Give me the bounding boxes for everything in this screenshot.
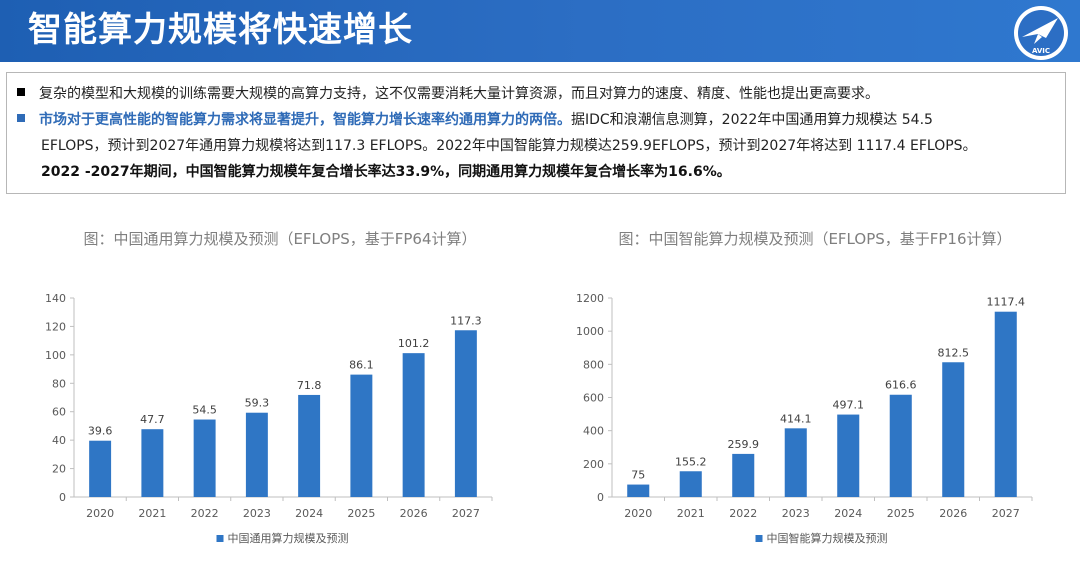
bar (245, 412, 268, 497)
summary-line-4: 2022 -2027年期间，中国智能算力规模年复合增长率达33.9%，同期通用算… (41, 164, 731, 180)
data-label: 259.9 (728, 438, 760, 451)
bar (679, 471, 702, 497)
y-tick-label: 0 (59, 491, 66, 504)
data-label: 616.6 (885, 379, 917, 392)
bar (298, 394, 321, 497)
summary-bullet-1: 复杂的模型和大规模的训练需要大规模的高算力支持，这不仅需要消耗大量计算资源，而且… (17, 81, 1057, 107)
bar (837, 414, 860, 497)
bar (994, 311, 1017, 497)
x-tick-label: 2025 (887, 507, 915, 520)
y-tick-label: 100 (45, 349, 66, 362)
summary-highlight: 市场对于更高性能的智能算力需求将显著提升，智能算力增长速率约通用算力的两倍。 (39, 112, 571, 128)
y-tick-label: 1000 (576, 325, 604, 338)
title-banner: 智能算力规模将快速增长 AVIC (0, 0, 1080, 62)
data-label: 497.1 (833, 399, 865, 412)
bar (193, 419, 216, 497)
x-tick-label: 2022 (191, 507, 219, 520)
bar (89, 440, 112, 497)
logo-text: AVIC (1032, 47, 1050, 55)
y-tick-label: 200 (583, 458, 604, 471)
y-tick-label: 120 (45, 320, 66, 333)
data-label: 117.3 (450, 314, 482, 327)
data-label: 812.5 (938, 346, 970, 359)
data-label: 54.5 (192, 404, 217, 417)
x-tick-label: 2020 (86, 507, 114, 520)
y-tick-label: 800 (583, 358, 604, 371)
square-bullet-icon (17, 88, 25, 96)
y-tick-label: 400 (583, 425, 604, 438)
summary-line-1: 复杂的模型和大规模的训练需要大规模的高算力支持，这不仅需要消耗大量计算资源，而且… (39, 86, 879, 102)
y-tick-label: 80 (52, 377, 66, 390)
x-tick-label: 2022 (729, 507, 757, 520)
general-compute-bar-chart: 0 20 40 60 80 100 120 140 39.6 2020 47.7 2021 54.5 20… (45, 292, 493, 545)
x-tick-label: 2026 (400, 507, 428, 520)
legend-swatch (755, 535, 763, 542)
data-label: 1117.4 (987, 296, 1026, 309)
x-tick-label: 2024 (834, 507, 862, 520)
x-tick-label: 2026 (939, 507, 967, 520)
y-tick-label: 140 (45, 292, 66, 305)
data-label: 59.3 (245, 397, 270, 410)
y-tick-label: 600 (583, 392, 604, 405)
y-tick-label: 60 (52, 406, 66, 419)
summary-bullet-2: 市场对于更高性能的智能算力需求将显著提升，智能算力增长速率约通用算力的两倍。据I… (17, 107, 1057, 133)
summary-line-3: EFLOPS，预计到2027年通用算力规模将达到117.3 EFLOPS。202… (41, 138, 977, 154)
x-tick-label: 2021 (677, 507, 705, 520)
data-label: 75 (631, 469, 645, 482)
x-tick-label: 2027 (452, 507, 480, 520)
bar (889, 394, 912, 497)
summary-line-2: 据IDC和浪潮信息测算，2022年中国通用算力规模达 54.5 (571, 112, 933, 128)
data-label: 39.6 (88, 425, 113, 438)
data-label: 71.8 (297, 379, 322, 392)
legend-label: 中国智能算力规模及预测 (767, 531, 888, 545)
intelligent-compute-bar-chart: 0 200 400 600 800 1000 1200 75 2020 155.2 2021 259.… (576, 292, 1033, 545)
x-tick-label: 2020 (624, 507, 652, 520)
y-tick-label: 20 (52, 463, 66, 476)
chart-1-title: 图：中国通用算力规模及预测（EFLOPS，基于FP64计算） (83, 230, 477, 248)
x-tick-label: 2027 (992, 507, 1020, 520)
x-tick-label: 2023 (782, 507, 810, 520)
data-label: 86.1 (349, 359, 374, 372)
bar (454, 330, 477, 497)
x-tick-label: 2024 (295, 507, 323, 520)
data-label: 101.2 (398, 337, 430, 350)
bar (402, 353, 425, 497)
y-tick-label: 40 (52, 434, 66, 447)
legend-swatch (216, 535, 224, 542)
x-tick-label: 2025 (347, 507, 375, 520)
bar (732, 453, 755, 497)
page-title: 智能算力规模将快速增长 (28, 10, 413, 50)
summary-box: 复杂的模型和大规模的训练需要大规模的高算力支持，这不仅需要消耗大量计算资源，而且… (6, 72, 1066, 194)
data-label: 47.7 (140, 413, 165, 426)
data-label: 414.1 (780, 412, 812, 425)
bar (141, 429, 164, 497)
data-label: 155.2 (675, 455, 707, 468)
chart-2-title: 图：中国智能算力规模及预测（EFLOPS，基于FP16计算） (618, 230, 1012, 248)
bar (627, 484, 650, 497)
bar (942, 362, 965, 497)
legend-label: 中国通用算力规模及预测 (228, 531, 349, 545)
y-tick-label: 0 (597, 491, 604, 504)
bar (350, 374, 373, 497)
x-tick-label: 2023 (243, 507, 271, 520)
y-tick-label: 1200 (576, 292, 604, 305)
x-tick-label: 2021 (138, 507, 166, 520)
square-bullet-icon (17, 114, 25, 122)
bar (784, 428, 807, 497)
avic-logo: AVIC (1014, 6, 1068, 60)
